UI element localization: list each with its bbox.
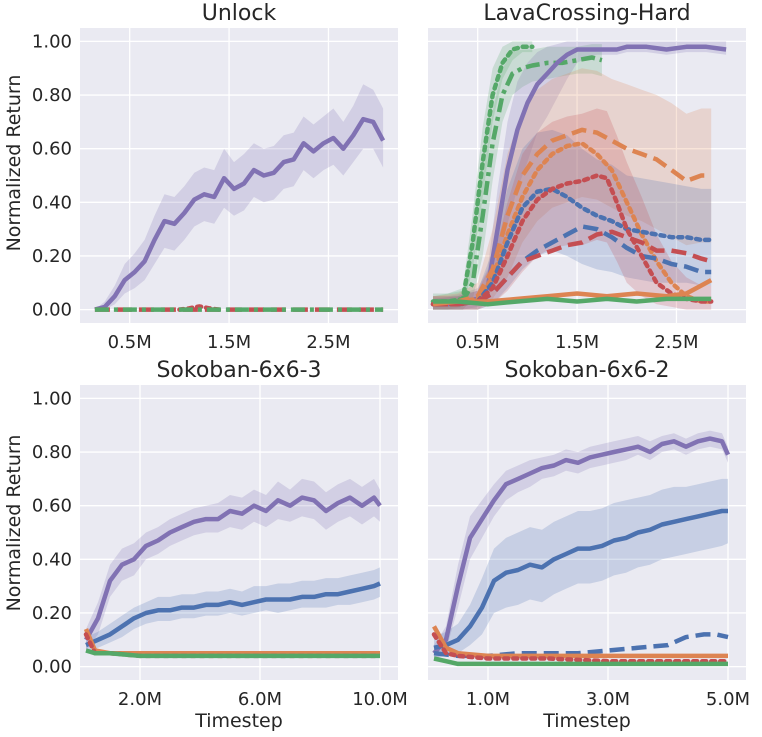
panel-sokoban3: 0.00 0.20 0.40 0.60 0.80 1.00 2.0M 6.0M 10.0M Sok… xyxy=(32,358,408,710)
x-tick-label: 2.0M xyxy=(118,689,162,710)
series-green-dashdot-band xyxy=(433,44,602,310)
plot-area xyxy=(80,385,398,680)
y-axis-label-top: Normalized Return xyxy=(3,75,25,252)
series-orange-solid-line xyxy=(432,625,728,659)
y-tick-label: 0.80 xyxy=(32,85,72,106)
x-axis-label-left: Timestep xyxy=(194,710,283,732)
panel-title: Unlock xyxy=(202,1,277,26)
y-tick-label: 0.20 xyxy=(32,246,72,267)
panel-lavacrossing: 0.5M 1.5M 2.5M LavaCrossing-Hard xyxy=(428,1,746,353)
x-tick-label: 3.0M xyxy=(586,689,630,710)
x-tick-label: 0.5M xyxy=(108,332,152,353)
x-axis-label-right: Timestep xyxy=(542,710,631,732)
plot-area xyxy=(428,385,746,680)
y-tick-label: 0.20 xyxy=(32,603,72,624)
x-tick-label: 10.0M xyxy=(352,689,408,710)
y-tick-label: 0.40 xyxy=(32,549,72,570)
panel-title: Sokoban-6x6-3 xyxy=(156,358,321,383)
y-tick-label: 1.00 xyxy=(32,31,72,52)
y-tick-label: 0.00 xyxy=(32,300,72,321)
x-tick-label: 1.5M xyxy=(555,332,599,353)
y-tick-label: 1.00 xyxy=(32,388,72,409)
y-tick-label: 0.00 xyxy=(32,657,72,678)
series-blue-solid-line xyxy=(433,508,728,650)
series-purple-solid-line xyxy=(84,495,382,641)
series-purple-solid-band xyxy=(94,84,384,310)
x-tick-label: 2.5M xyxy=(306,332,350,353)
y-tick-label: 0.40 xyxy=(32,192,72,213)
y-axis-label-bottom: Normalized Return xyxy=(3,435,25,612)
series-green-dashdot-line xyxy=(432,55,603,307)
panel-unlock: 0.00 0.20 0.40 0.60 0.80 1.00 0.5M 1.5M 2.5M Unlo… xyxy=(32,1,398,353)
panel-title: Sokoban-6x6-2 xyxy=(504,358,669,383)
y-tick-label: 0.60 xyxy=(32,496,72,517)
x-tick-label: 1.0M xyxy=(466,689,510,710)
series-green-solid-line xyxy=(433,296,712,307)
panel-title: LavaCrossing-Hard xyxy=(483,1,690,26)
series-blue-dashed-line xyxy=(433,224,712,307)
series-orange-dashed-line xyxy=(432,127,712,307)
x-tick-label: 0.5M xyxy=(456,332,500,353)
series-green-solid-line xyxy=(433,656,728,667)
x-tick-label: 2.5M xyxy=(654,332,698,353)
series-blue-solid-band xyxy=(434,478,728,659)
y-tick-label: 0.80 xyxy=(32,442,72,463)
series-blue-dotted-line xyxy=(430,186,714,307)
series-red-dotted-line xyxy=(431,632,731,664)
x-tick-label: 1.5M xyxy=(207,332,251,353)
series-purple-solid-line xyxy=(432,436,731,655)
y-tick-label: 0.60 xyxy=(32,139,72,160)
series-red-dotted-line xyxy=(177,304,222,312)
series-blue-solid-band xyxy=(86,567,380,654)
x-tick-label: 5.0M xyxy=(706,689,750,710)
series-red-dashed-line xyxy=(433,229,712,307)
series-purple-solid-line xyxy=(94,116,386,312)
x-tick-label: 6.0M xyxy=(238,689,282,710)
series-green-solid-line xyxy=(85,648,380,659)
series-blue-solid-line xyxy=(85,581,381,648)
panel-sokoban2: 1.0M 3.0M 5.0M Sokoban-6x6-2 xyxy=(428,358,750,710)
series-purple-solid-band xyxy=(434,430,728,662)
series-red-dotted-line xyxy=(430,173,714,307)
